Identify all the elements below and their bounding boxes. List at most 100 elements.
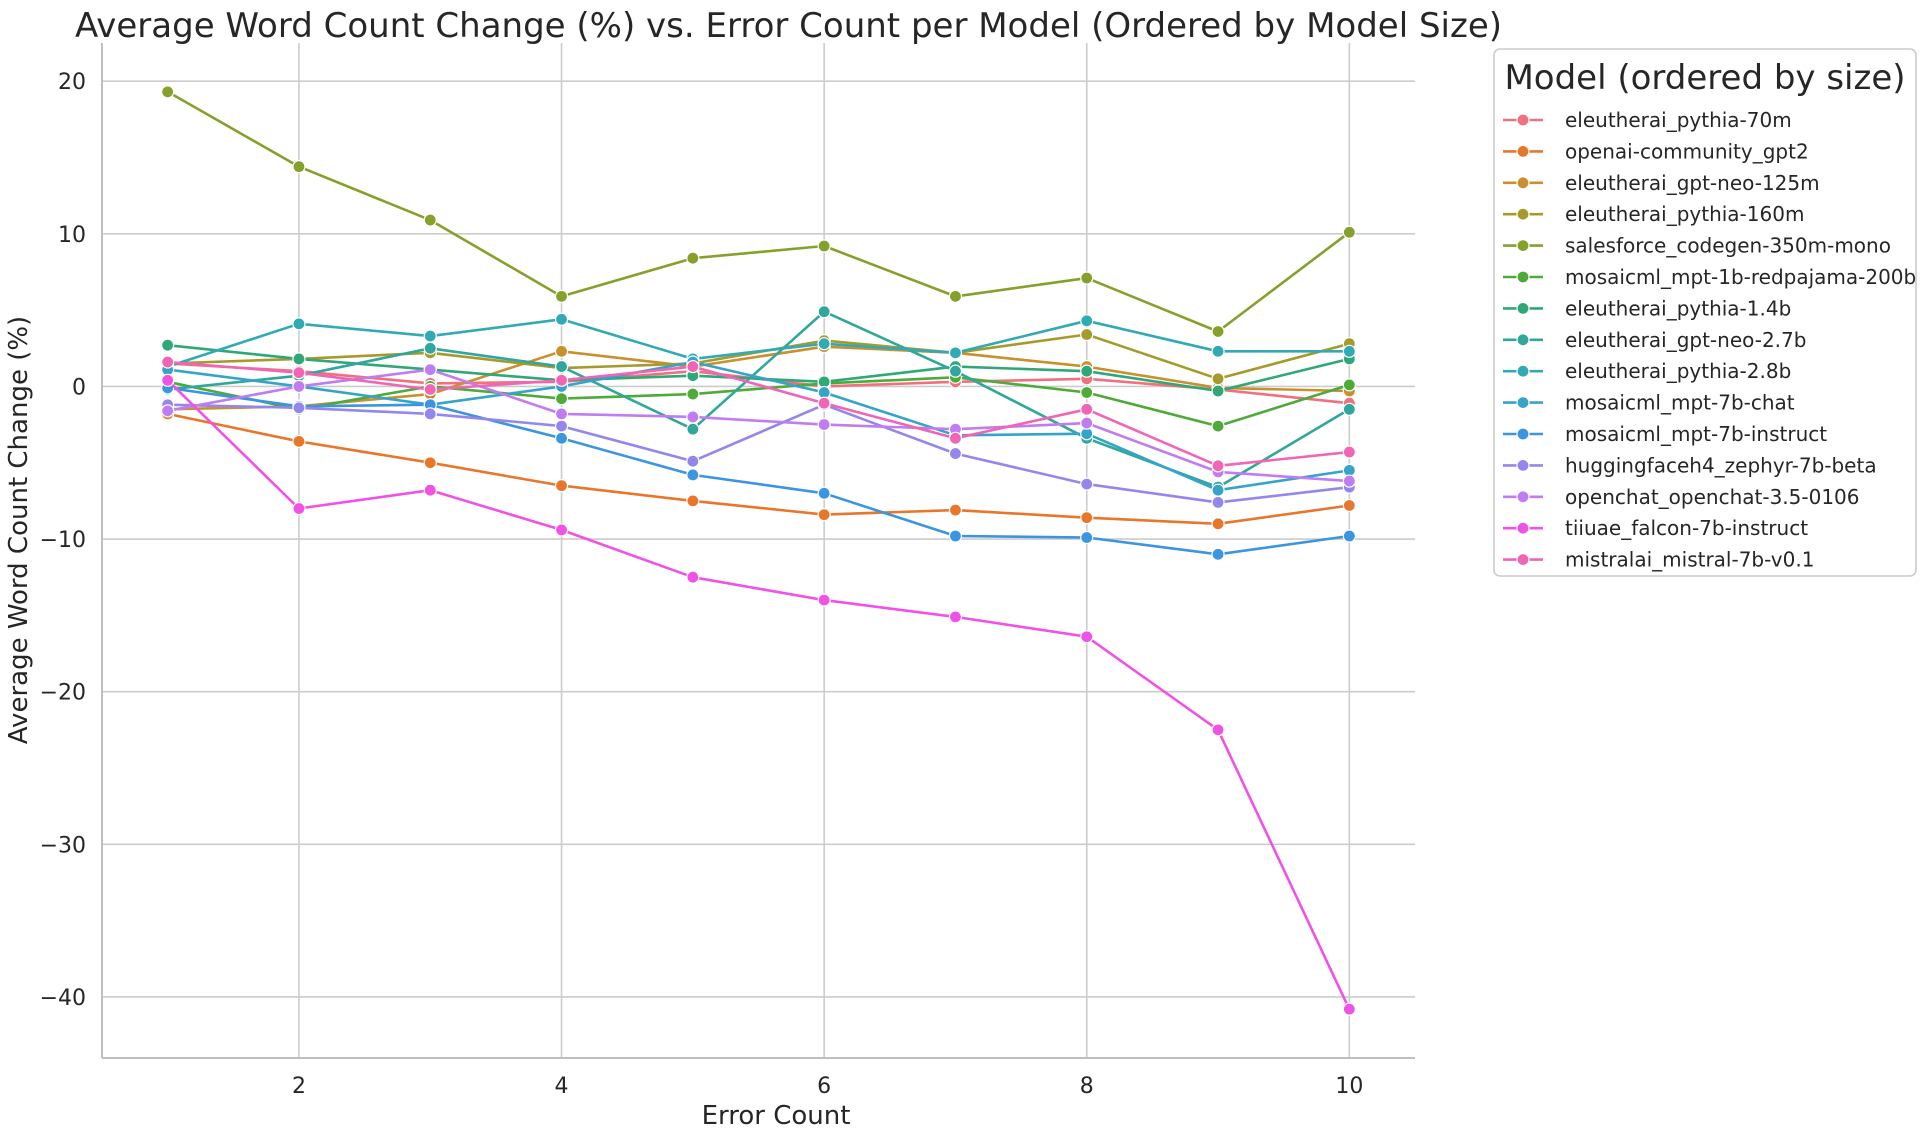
data-point (686, 422, 700, 436)
legend-item: mosaicml_mpt-1b-redpajama-200b (1503, 265, 1916, 289)
series-line (167, 360, 1350, 468)
data-point (554, 289, 569, 303)
axes-spines (101, 43, 1415, 1059)
data-point (1211, 495, 1225, 510)
data-point (423, 382, 437, 397)
y-tick-label: 0 (72, 375, 86, 400)
legend-item: openchat_openchat-3.5-0106 (1503, 485, 1860, 509)
legend-marker (1516, 301, 1530, 315)
data-point (686, 359, 700, 374)
data-point (161, 85, 175, 99)
data-point (292, 434, 306, 448)
series-line (167, 386, 1350, 556)
data-point (686, 570, 700, 584)
legend-marker (1516, 364, 1530, 378)
data-point (292, 401, 306, 415)
data-point (817, 593, 831, 607)
legend-marker (1516, 521, 1530, 535)
legend-item: huggingfaceh4_zephyr-7b-beta (1503, 453, 1877, 477)
series-line (167, 90, 1351, 333)
series-line (167, 317, 1350, 368)
legend-marker (1516, 427, 1530, 441)
data-point (554, 407, 569, 421)
data-point (1211, 459, 1225, 473)
legend: Model (ordered by size) eleutherai_pythi… (1493, 48, 1917, 577)
legend-label: tiiuae_falcon-7b-instruct (1565, 516, 1808, 540)
data-point (1080, 314, 1094, 328)
series-line (167, 343, 1350, 393)
series-line (167, 345, 1350, 411)
series-line (167, 368, 1350, 483)
legend-item: mosaicml_mpt-7b-chat (1503, 391, 1795, 415)
data-point (1211, 344, 1225, 358)
legend-item: eleutherai_gpt-neo-125m (1503, 171, 1820, 195)
data-point (1211, 419, 1225, 433)
legend-item: eleutherai_gpt-neo-2.7b (1503, 328, 1806, 352)
data-point (423, 341, 437, 355)
legend-item: mosaicml_mpt-7b-instruct (1503, 422, 1827, 446)
data-point (948, 289, 963, 303)
data-point (423, 407, 437, 421)
legend-item: openai-community_gpt2 (1503, 139, 1809, 163)
legend-label: eleutherai_pythia-2.8b (1565, 359, 1791, 383)
legend-item: salesforce_codegen-350m-mono (1503, 234, 1891, 258)
legend-label: eleutherai_gpt-neo-2.7b (1565, 328, 1806, 352)
legend-label: openai-community_gpt2 (1565, 139, 1809, 163)
legend-marker (1516, 490, 1530, 504)
data-point (1080, 385, 1094, 400)
legend-label: openchat_openchat-3.5-0106 (1565, 485, 1860, 509)
data-point (1342, 402, 1356, 416)
data-point (1080, 530, 1094, 545)
data-point (292, 352, 306, 366)
data-point (554, 312, 569, 326)
legend-marker (1516, 144, 1530, 158)
data-point (292, 366, 306, 380)
y-tick-label: 20 (58, 70, 86, 95)
legend-label: eleutherai_gpt-neo-125m (1565, 171, 1820, 195)
data-point (948, 446, 963, 461)
legend-item: eleutherai_pythia-70m (1503, 108, 1792, 132)
data-point (686, 251, 700, 265)
data-point (817, 417, 831, 432)
legend-item: tiiuae_falcon-7b-instruct (1503, 516, 1808, 540)
data-point (1211, 483, 1225, 497)
data-point (948, 503, 963, 517)
data-point (554, 431, 569, 445)
series-line (167, 310, 1350, 489)
series-lines (161, 85, 1356, 1016)
tick-labels: 2 4 6 8 10 −40 −30 −20 −10 0 10 20 (40, 70, 1364, 1099)
legend-frame (1493, 48, 1917, 577)
data-point (423, 456, 437, 470)
legend-label: mistralai_mistral-7b-v0.1 (1565, 548, 1814, 572)
data-point (554, 419, 569, 433)
data-point (1342, 1002, 1356, 1016)
data-point (948, 364, 963, 378)
legend-label: mosaicml_mpt-1b-redpajama-200b (1565, 265, 1916, 289)
legend-label: mosaicml_mpt-7b-instruct (1565, 422, 1827, 446)
series-line (167, 360, 1350, 492)
legend-label: eleutherai_pythia-70m (1565, 108, 1792, 132)
legend-title: Model (ordered by size) (1504, 58, 1905, 98)
data-point (554, 344, 569, 358)
data-point (686, 410, 700, 424)
legend-item: mistralai_mistral-7b-v0.1 (1503, 548, 1814, 572)
series-tiiuae_falcon-7b-instruct (161, 373, 1356, 1016)
data-point (1211, 723, 1225, 737)
data-point (161, 404, 175, 418)
series-eleutherai_gpt-neo-2.7b (161, 305, 1356, 494)
data-point (423, 483, 437, 497)
y-tick-label: −40 (40, 986, 86, 1011)
data-point (1211, 547, 1225, 561)
data-point (554, 392, 569, 406)
series-salesforce_codegen-350m-mono (161, 85, 1356, 339)
legend-marker (1516, 333, 1530, 347)
series-line (167, 375, 1350, 428)
x-tick-label: 8 (1080, 1074, 1094, 1099)
legend-marker (1516, 552, 1530, 567)
series-mistralai_mistral-7b-v0.1 (161, 355, 1356, 473)
data-point (1080, 511, 1094, 525)
legend-item: eleutherai_pythia-160m (1503, 202, 1804, 226)
legend-items: eleutherai_pythia-70m openai-community_gp… (1503, 108, 1916, 572)
